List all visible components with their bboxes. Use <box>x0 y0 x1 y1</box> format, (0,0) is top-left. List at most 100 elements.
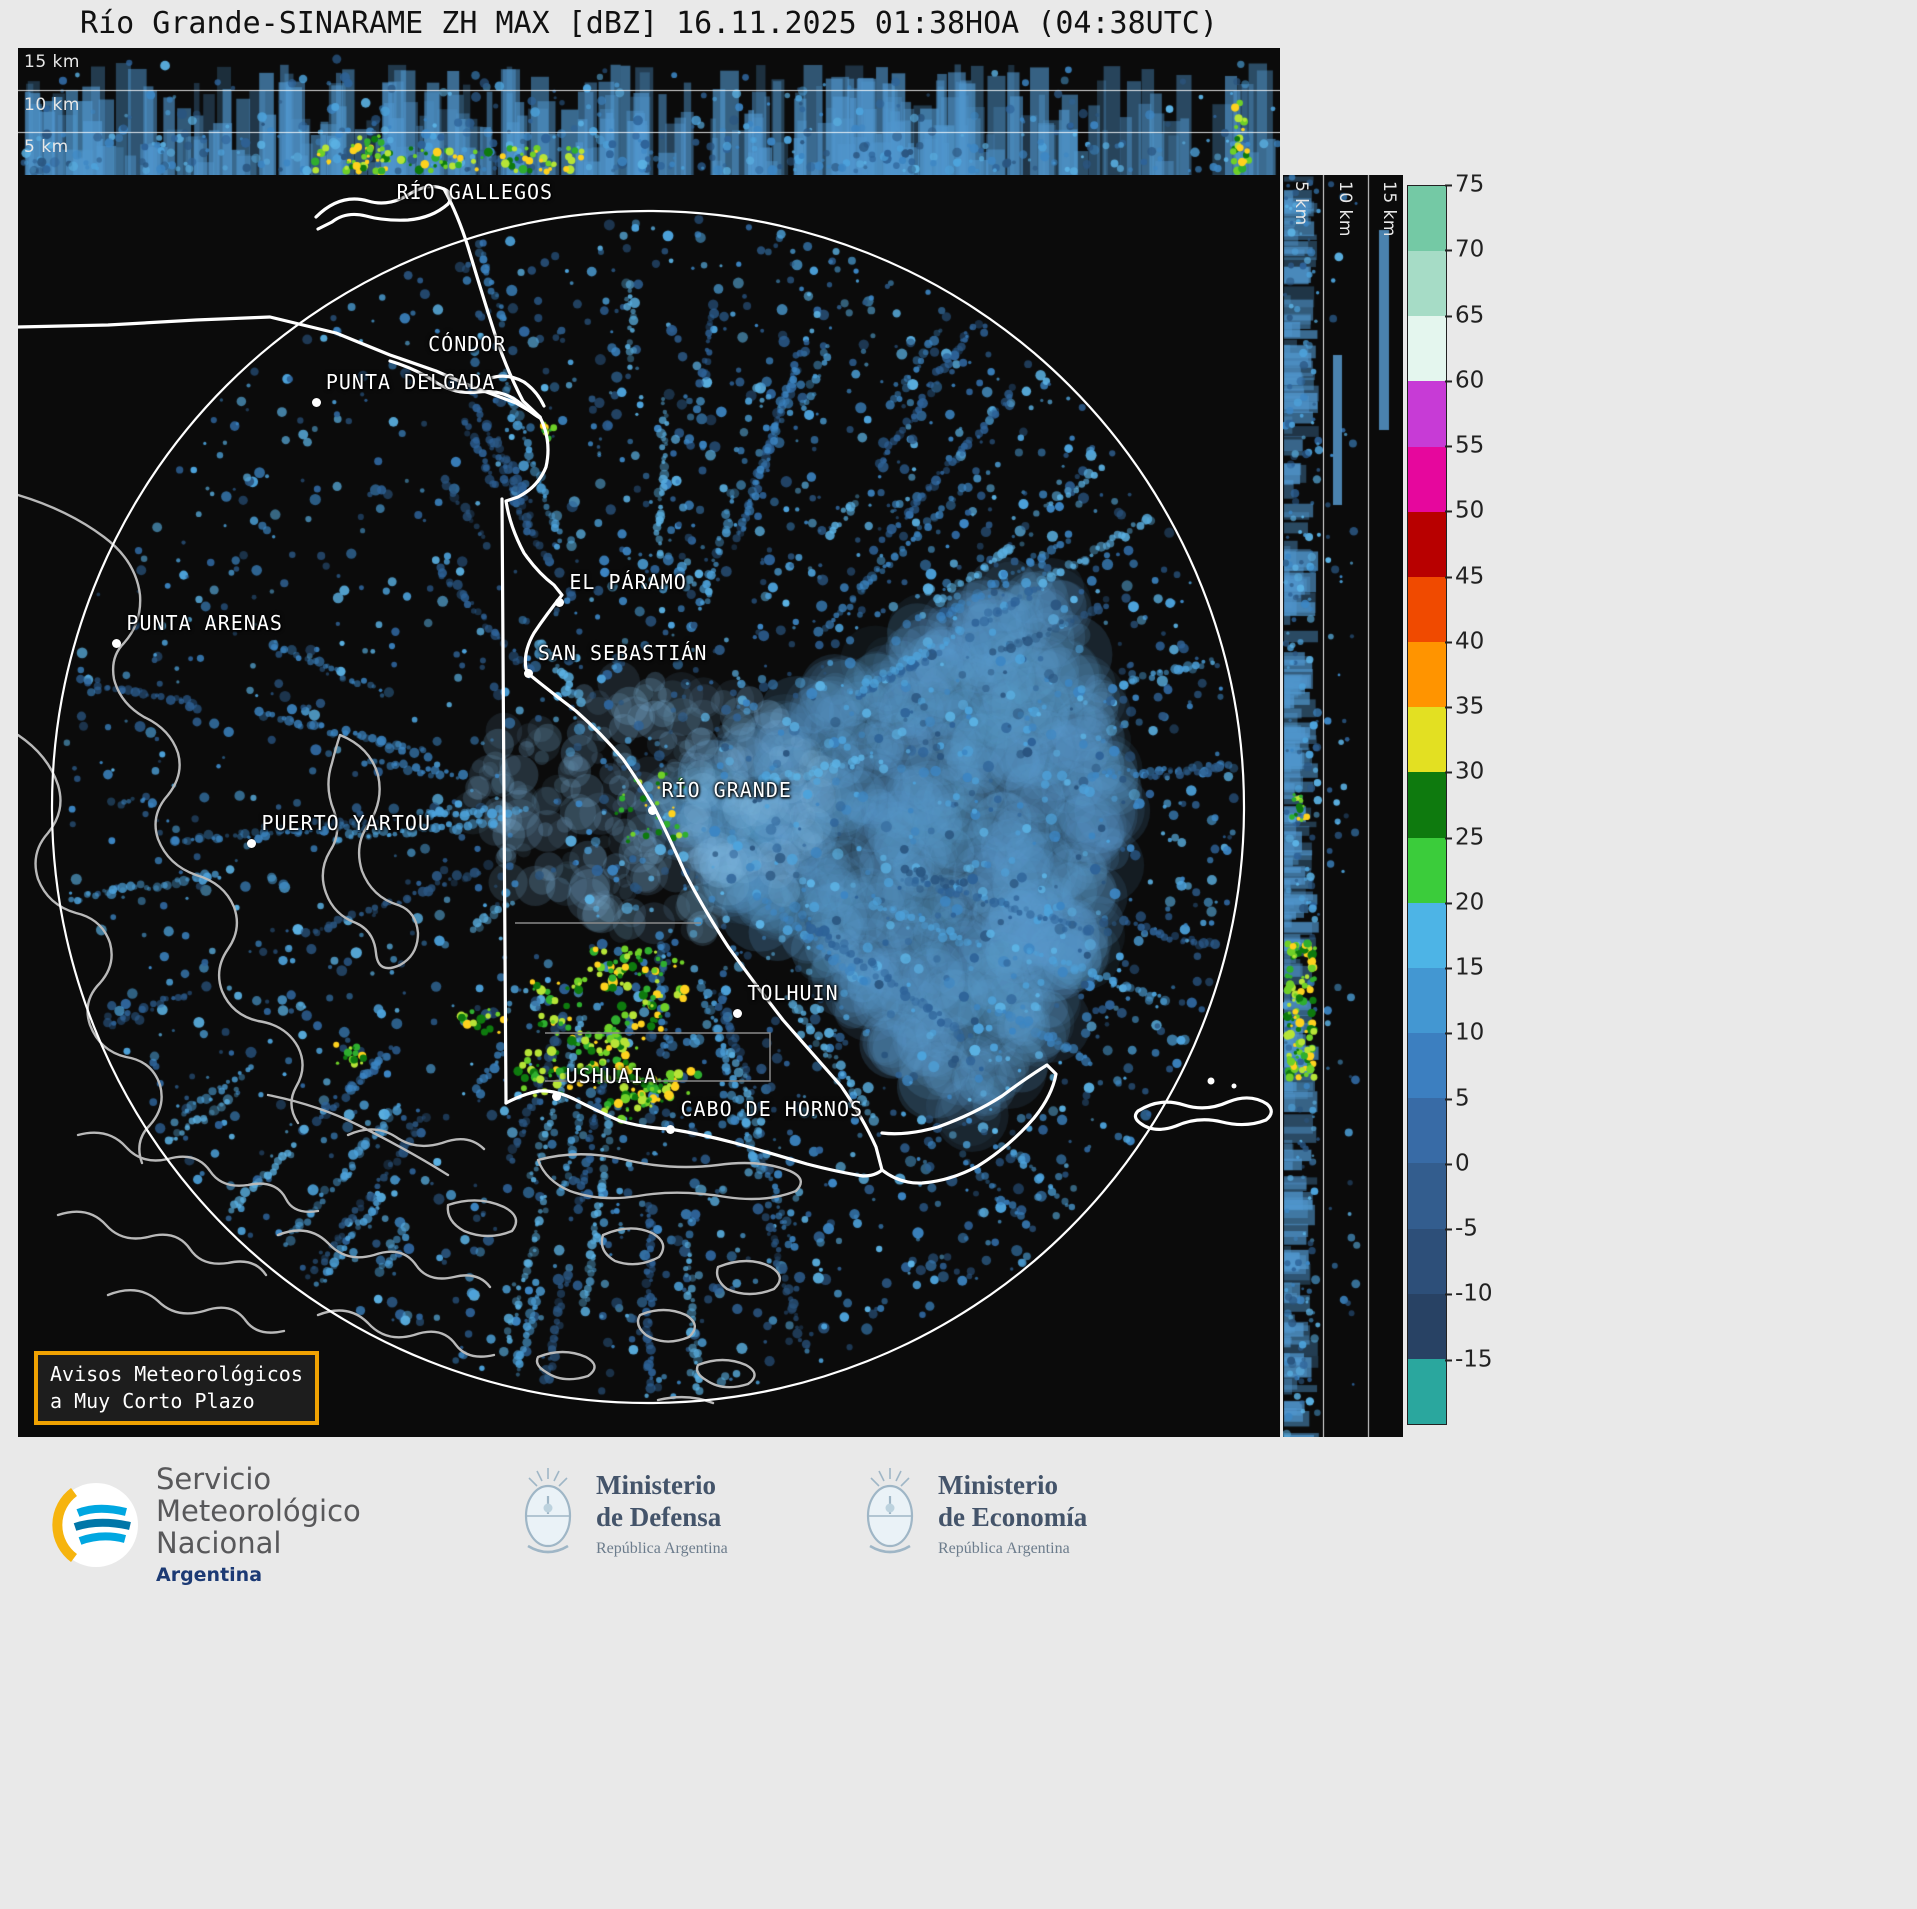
city-label: SAN SEBASTIÁN <box>537 641 708 666</box>
city-dot <box>112 639 122 649</box>
colorbar-tick-label: 65 <box>1444 301 1485 328</box>
ministry-name-line1: Ministerio <box>938 1470 1058 1501</box>
defensa-logo-group: Ministerio de Defensa República Argentin… <box>516 1466 728 1562</box>
city-label: TOLHUIN <box>747 980 839 1005</box>
city-dot <box>523 669 533 679</box>
smn-logo-group: Servicio Meteorológico Nacional Argentin… <box>52 1462 361 1586</box>
coat-of-arms-icon <box>524 1468 572 1554</box>
warning-line-2: a Muy Corto Plazo <box>50 1389 255 1413</box>
smn-name-line1: Servicio <box>156 1462 272 1496</box>
colorbar-band <box>1408 511 1446 577</box>
ministry-name-line2: de Economía <box>938 1501 1088 1532</box>
colorbar-tick-label: -15 <box>1445 1346 1493 1373</box>
weather-warning-badge[interactable]: Avisos Meteorológicos a Muy Corto Plazo <box>34 1351 319 1425</box>
smn-name-line2: Meteorológico <box>156 1493 361 1528</box>
altitude-label-15km: 15 km <box>1379 181 1399 237</box>
colorbar-tick-label: 25 <box>1444 824 1485 851</box>
coastline-fjord <box>56 1210 268 1277</box>
coastline-tierra-del-fuego <box>504 415 884 1172</box>
city-label: RÍO GALLEGOS <box>396 180 554 205</box>
colorbar-band <box>1408 186 1446 252</box>
coastline-narrows-loop <box>486 374 546 408</box>
map-overlay <box>18 184 1273 1405</box>
colorbar-band <box>1408 251 1446 317</box>
city-label: RÍO GRANDE <box>661 777 792 802</box>
city-dot <box>555 597 565 607</box>
boundary-box <box>545 1032 771 1082</box>
coastline-fjord <box>316 1309 496 1358</box>
ministry-name-line2: de Defensa <box>596 1501 722 1532</box>
city-label: USHUAIA <box>565 1064 657 1089</box>
colorbar-tick-label: 55 <box>1444 432 1485 459</box>
coastline-island <box>695 1358 756 1389</box>
colorbar-band <box>1408 1293 1446 1359</box>
coastline-island <box>600 1227 665 1266</box>
colorbar-band <box>1408 967 1446 1034</box>
colorbar-tick-label: -10 <box>1445 1280 1493 1307</box>
ministry-country: República Argentina <box>938 1539 1070 1557</box>
colorbar-tick-label: 60 <box>1444 367 1485 394</box>
city-label: PUNTA ARENAS <box>126 611 283 636</box>
economia-logo-group: Ministerio de Economía República Argenti… <box>858 1466 1087 1562</box>
coastline-island <box>715 1259 781 1296</box>
warning-line-1: Avisos Meteorológicos <box>50 1362 303 1386</box>
coastline-hoste <box>446 1199 518 1238</box>
city-label: CÓNDOR <box>428 331 507 356</box>
colorbar-tick-label: 35 <box>1444 693 1485 720</box>
colorbar-tick-label: 40 <box>1444 628 1485 655</box>
island-dot <box>1207 1077 1215 1085</box>
city-dot <box>666 1125 676 1135</box>
colorbar-band <box>1408 642 1446 708</box>
colorbar-band <box>1408 772 1446 838</box>
colorbar-tick-label: -5 <box>1445 1215 1478 1242</box>
dbz-colorbar-ticks: 75 70 65 60 55 50 45 40 35 30 25 20 15 10 5 0 -5 -10 -15 <box>1444 171 1535 1425</box>
coastline-brunswick <box>18 493 304 1125</box>
colorbar-tick-label: 70 <box>1444 236 1485 263</box>
city-label: EL PÁRAMO <box>569 569 687 594</box>
colorbar-band <box>1408 381 1446 447</box>
coastline-isla-de-los-estados <box>1133 1096 1273 1131</box>
island-dot <box>1231 1083 1237 1089</box>
city-dot <box>247 838 257 848</box>
colorbar-tick-label: 15 <box>1444 954 1485 981</box>
coastline-peninsula-mitre <box>880 1063 1058 1185</box>
colorbar-band <box>1408 1098 1446 1164</box>
colorbar-tick-label: 0 <box>1445 1150 1470 1177</box>
coastline-fjord <box>76 1131 320 1213</box>
cross-section-top-canvas <box>18 48 1280 175</box>
colorbar-tick-label: 50 <box>1444 497 1485 524</box>
colorbar-band <box>1408 1358 1446 1424</box>
colorbar-tick-label: 45 <box>1444 563 1485 590</box>
coastline-almirantazgo <box>266 1093 450 1177</box>
altitude-label-5km: 5 km <box>1291 181 1311 226</box>
smn-logo-icon <box>52 1482 138 1567</box>
coastline-fjord <box>276 1229 492 1289</box>
city-dot <box>733 1008 743 1018</box>
cross-section-top-panel: 15 km 10 km 5 km <box>18 48 1280 175</box>
colorbar-band <box>1408 316 1446 382</box>
boundary-lines-group <box>515 922 771 1082</box>
colorbar-band <box>1408 1033 1446 1099</box>
city-dot <box>551 1092 561 1102</box>
coastline-dawson-south <box>346 1128 486 1151</box>
cross-section-right-panel: 5 km 10 km 15 km <box>1283 175 1403 1437</box>
colorbar-band <box>1408 1163 1446 1229</box>
colorbar-tick-label: 75 <box>1444 171 1485 198</box>
colorbar-band <box>1408 446 1446 512</box>
colorbar-tick-label: 5 <box>1445 1085 1470 1112</box>
altitude-label-15km: 15 km <box>24 52 80 72</box>
coastline-trail <box>656 1395 715 1405</box>
coastline-magellan-north <box>18 315 542 419</box>
dbz-colorbar-strip <box>1407 185 1447 1425</box>
ministry-country: República Argentina <box>596 1539 728 1557</box>
city-label: CABO DE HORNOS <box>680 1097 864 1122</box>
altitude-label-5km: 5 km <box>24 137 69 157</box>
dbz-colorbar: 75 70 65 60 55 50 45 40 35 30 25 20 15 10 5 0 -5 -10 -15 <box>1407 171 1493 1425</box>
coastline-navarino <box>536 1153 802 1201</box>
colorbar-tick-label: 20 <box>1444 889 1485 916</box>
radar-map-panel: RÍO GALLEGOS CÓNDOR PUNTA DELGADA EL PÁRAMO… <box>18 175 1280 1437</box>
ministry-name-line1: Ministerio <box>596 1470 716 1501</box>
cross-section-right-canvas <box>1283 175 1403 1437</box>
coastline-dawson <box>321 733 420 970</box>
coastline-fjord <box>106 1289 286 1334</box>
